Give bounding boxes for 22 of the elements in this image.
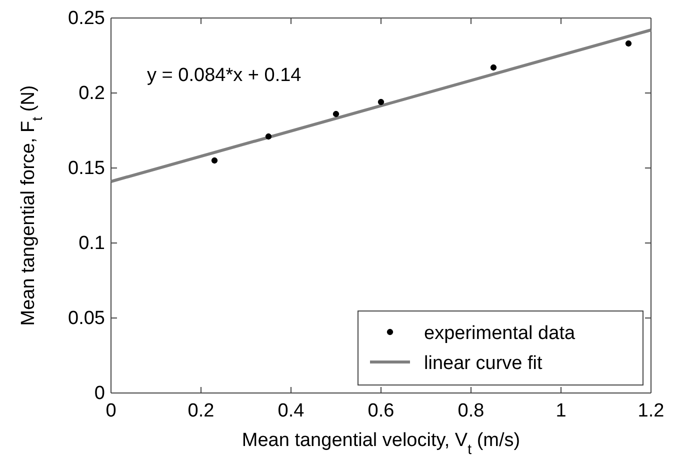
legend-label: experimental data (424, 323, 576, 344)
y-tick-label: 0.1 (78, 233, 105, 254)
y-tick-label: 0.2 (78, 83, 105, 104)
annotation: y = 0.084*x + 0.14 (147, 65, 302, 86)
x-tick-label: 0.2 (188, 400, 214, 422)
y-tick-label: 0 (94, 383, 105, 404)
y-tick-label: 0.15 (68, 158, 105, 180)
point (378, 98, 384, 106)
y-tick-label: 0.05 (68, 308, 105, 330)
point (490, 64, 497, 71)
x-tick-label: 0.4 (278, 400, 305, 422)
x-axis-title: Mean tangential velocity, V$_{t}$ (m/s) (242, 430, 520, 458)
point (265, 133, 272, 140)
point (211, 157, 218, 164)
x-tick-label: 0.6 (368, 400, 394, 422)
legend-label: linear curve fit (424, 353, 543, 374)
x-tick-label: 0.8 (458, 400, 484, 422)
x-tick-label: 1.2 (638, 400, 664, 422)
point (332, 110, 340, 118)
point (625, 40, 632, 47)
x-tick-label: 1 (556, 400, 566, 422)
y-tick-label: 0.25 (68, 8, 105, 30)
